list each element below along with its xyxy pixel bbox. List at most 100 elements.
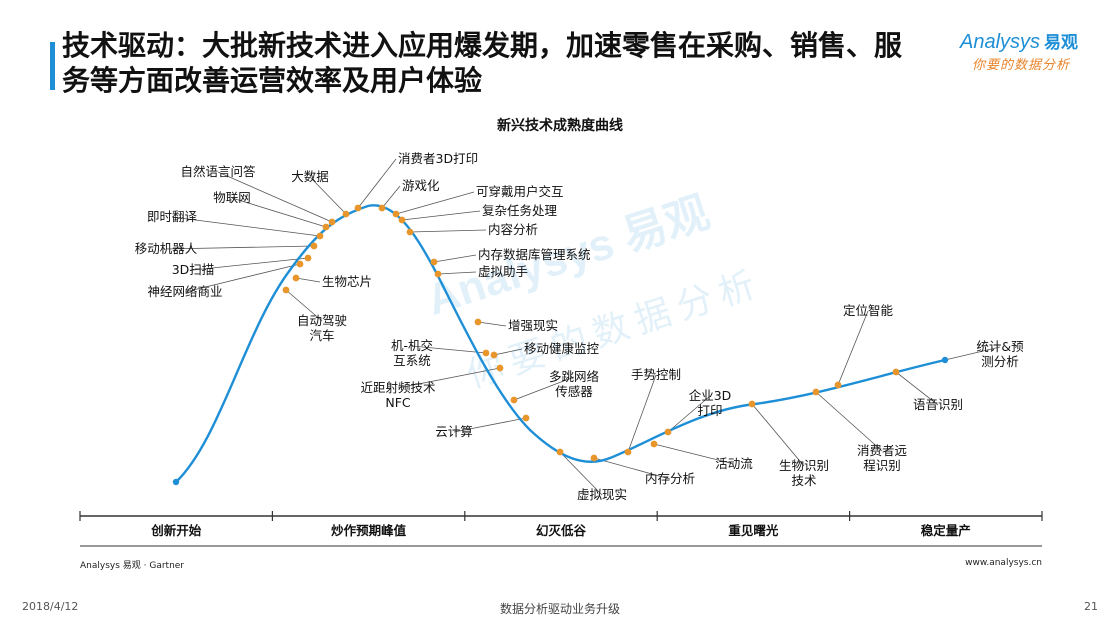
- tech-point-7: [322, 223, 330, 231]
- tech-point-20: [510, 396, 518, 404]
- tech-point-26: [650, 440, 658, 448]
- tech-label-11: 神经网络商业: [147, 284, 222, 299]
- page-title: 技术驱动：大批新技术进入应用爆发期，加速零售在采购、销售、服务等方面改善运营效率…: [62, 29, 903, 97]
- tech-label-16: 增强现实: [508, 318, 558, 333]
- tech-label-12: 生物芯片: [322, 274, 372, 289]
- leader-line-28: [815, 391, 883, 452]
- phase-label-1: 炒作预期峰值: [331, 523, 407, 538]
- tech-point-24: [624, 448, 632, 456]
- tech-point-0: [328, 218, 336, 226]
- tech-point-10: [304, 254, 312, 262]
- tech-point-1: [342, 210, 350, 218]
- tech-label-28: 消费者远程识别: [857, 443, 908, 473]
- tech-label-31: 统计&预测分析: [976, 339, 1023, 369]
- leader-line-8: [171, 216, 321, 237]
- page-number: 21: [1084, 600, 1098, 613]
- leader-line-6: [409, 229, 487, 233]
- tech-label-15: 虚拟助手: [478, 264, 528, 279]
- leader-line-21: [453, 417, 527, 433]
- tech-point-2: [354, 204, 362, 212]
- leader-line-13: [285, 289, 323, 322]
- leader-line-20: [513, 376, 575, 401]
- leader-line-30: [895, 371, 939, 406]
- analysys-logo: Analysys 易观 你要的数据分析: [960, 28, 1100, 78]
- tech-label-2: 消费者3D打印: [398, 151, 478, 166]
- tech-label-21: 云计算: [435, 424, 473, 439]
- leader-line-2: [357, 158, 397, 209]
- leader-line-0: [217, 171, 333, 223]
- tech-point-22: [556, 448, 564, 456]
- tech-label-23: 内存分析: [645, 471, 695, 486]
- leader-line-31: [944, 346, 1001, 361]
- logo-brand-cn: 易观: [1044, 33, 1079, 53]
- tech-point-8: [316, 232, 324, 240]
- leader-line-27: [751, 403, 805, 467]
- tech-label-30: 语音识别: [913, 397, 963, 412]
- tech-point-12: [292, 274, 300, 282]
- tech-label-10: 3D扫描: [172, 262, 215, 277]
- leader-line-11: [184, 263, 301, 293]
- leader-line-17: [411, 345, 487, 354]
- leader-line-5: [401, 210, 481, 221]
- tech-label-29: 定位智能: [843, 303, 894, 318]
- phase-label-0: 创新开始: [150, 523, 202, 538]
- source-note: Analysys 易观 · Gartner: [80, 561, 185, 571]
- leader-line-12: [295, 277, 321, 283]
- tech-label-18: 移动健康监控: [524, 341, 600, 356]
- tech-point-23: [590, 454, 598, 462]
- tech-point-27: [748, 400, 756, 408]
- leader-line-16: [477, 321, 507, 327]
- tech-point-4: [392, 210, 400, 218]
- leader-line-9: [165, 245, 315, 250]
- title-accent-bar: [50, 42, 55, 90]
- tech-point-21: [522, 414, 530, 422]
- logo-slogan: 你要的数据分析: [972, 58, 1071, 73]
- leader-line-29: [837, 310, 869, 386]
- leader-line-19: [397, 367, 501, 389]
- tech-point-25: [664, 428, 672, 436]
- leader-line-4: [395, 191, 475, 215]
- tech-label-27: 生物识别技术: [779, 458, 829, 488]
- tech-point-6: [406, 228, 414, 236]
- logo-brand: Analysys: [960, 31, 1041, 53]
- leader-line-22: [559, 451, 603, 496]
- tech-label-3: 游戏化: [402, 178, 440, 193]
- tech-point-17: [482, 349, 490, 357]
- tech-label-1: 大数据: [291, 169, 329, 184]
- tech-label-26: 活动流: [715, 456, 753, 471]
- tech-label-5: 复杂任务处理: [482, 203, 558, 218]
- tech-label-0: 自然语言问答: [180, 164, 256, 179]
- tech-label-24: 手势控制: [631, 367, 681, 382]
- leader-line-25: [667, 395, 711, 433]
- leader-line-23: [593, 457, 671, 480]
- tech-point-13: [282, 286, 290, 294]
- curve-start-point: [172, 478, 180, 486]
- tech-point-5: [398, 216, 406, 224]
- tech-point-16: [474, 318, 482, 326]
- phase-label-2: 幻灭低谷: [536, 523, 587, 538]
- footer-slogan: 数据分析驱动业务升级: [499, 602, 620, 616]
- leader-line-3: [381, 185, 401, 209]
- tech-point-15: [434, 270, 442, 278]
- leader-line-15: [437, 271, 477, 275]
- tech-point-29: [834, 381, 842, 389]
- tech-point-30: [892, 368, 900, 376]
- tech-point-3: [378, 204, 386, 212]
- tech-label-7: 物联网: [213, 190, 251, 205]
- tech-label-4: 可穿戴用户交互: [476, 184, 564, 199]
- tech-label-14: 内存数据库管理系统: [478, 247, 591, 262]
- tech-label-25: 企业3D 打印: [689, 388, 732, 418]
- tech-point-19: [496, 364, 504, 372]
- tech-label-20: 多跳网络传感器: [549, 369, 600, 399]
- leader-line-1: [309, 176, 347, 215]
- phase-label-3: 重见曙光: [728, 523, 779, 538]
- leader-line-7: [231, 197, 327, 228]
- tech-point-9: [310, 242, 318, 250]
- tech-label-9: 移动机器人: [135, 241, 198, 256]
- tech-point-31: [941, 356, 949, 364]
- tech-label-22: 虚拟现实: [577, 487, 627, 502]
- tech-point-11: [296, 260, 304, 268]
- leader-line-24: [627, 374, 657, 453]
- tech-label-13: 自动驾驶汽车: [297, 313, 348, 343]
